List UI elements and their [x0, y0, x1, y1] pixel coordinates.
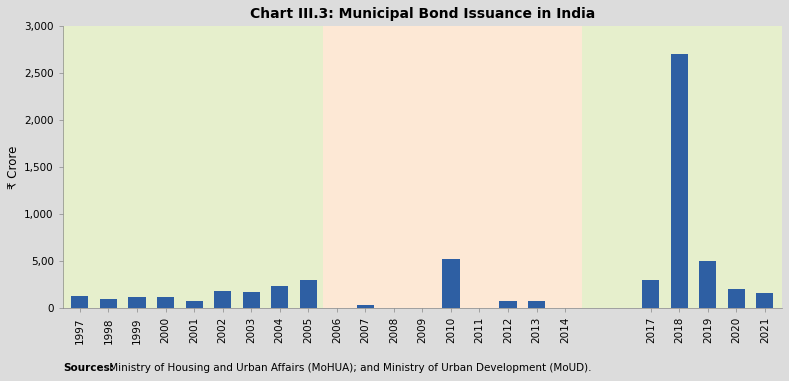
Bar	[71, 296, 88, 308]
Bar	[271, 285, 288, 308]
Bar	[671, 54, 688, 308]
Bar	[157, 297, 174, 308]
Bar	[63, 26, 323, 308]
Y-axis label: ₹ Crore: ₹ Crore	[7, 146, 20, 189]
Bar	[727, 289, 745, 308]
Bar	[100, 299, 117, 308]
Bar	[214, 291, 231, 308]
Title: Chart III.3: Municipal Bond Issuance in India: Chart III.3: Municipal Bond Issuance in …	[250, 7, 595, 21]
Bar	[699, 261, 716, 308]
Bar	[129, 297, 145, 308]
Bar	[582, 26, 782, 308]
Text: Sources:: Sources:	[63, 363, 114, 373]
Bar	[300, 280, 317, 308]
Bar	[757, 293, 773, 308]
Bar	[323, 26, 582, 308]
Bar	[185, 301, 203, 308]
Bar	[499, 301, 517, 308]
Bar	[528, 301, 545, 308]
Bar	[242, 291, 260, 308]
Bar	[443, 259, 459, 308]
Text: Ministry of Housing and Urban Affairs (MoHUA); and Ministry of Urban Development: Ministry of Housing and Urban Affairs (M…	[107, 363, 592, 373]
Bar	[642, 280, 660, 308]
Bar	[357, 305, 374, 308]
